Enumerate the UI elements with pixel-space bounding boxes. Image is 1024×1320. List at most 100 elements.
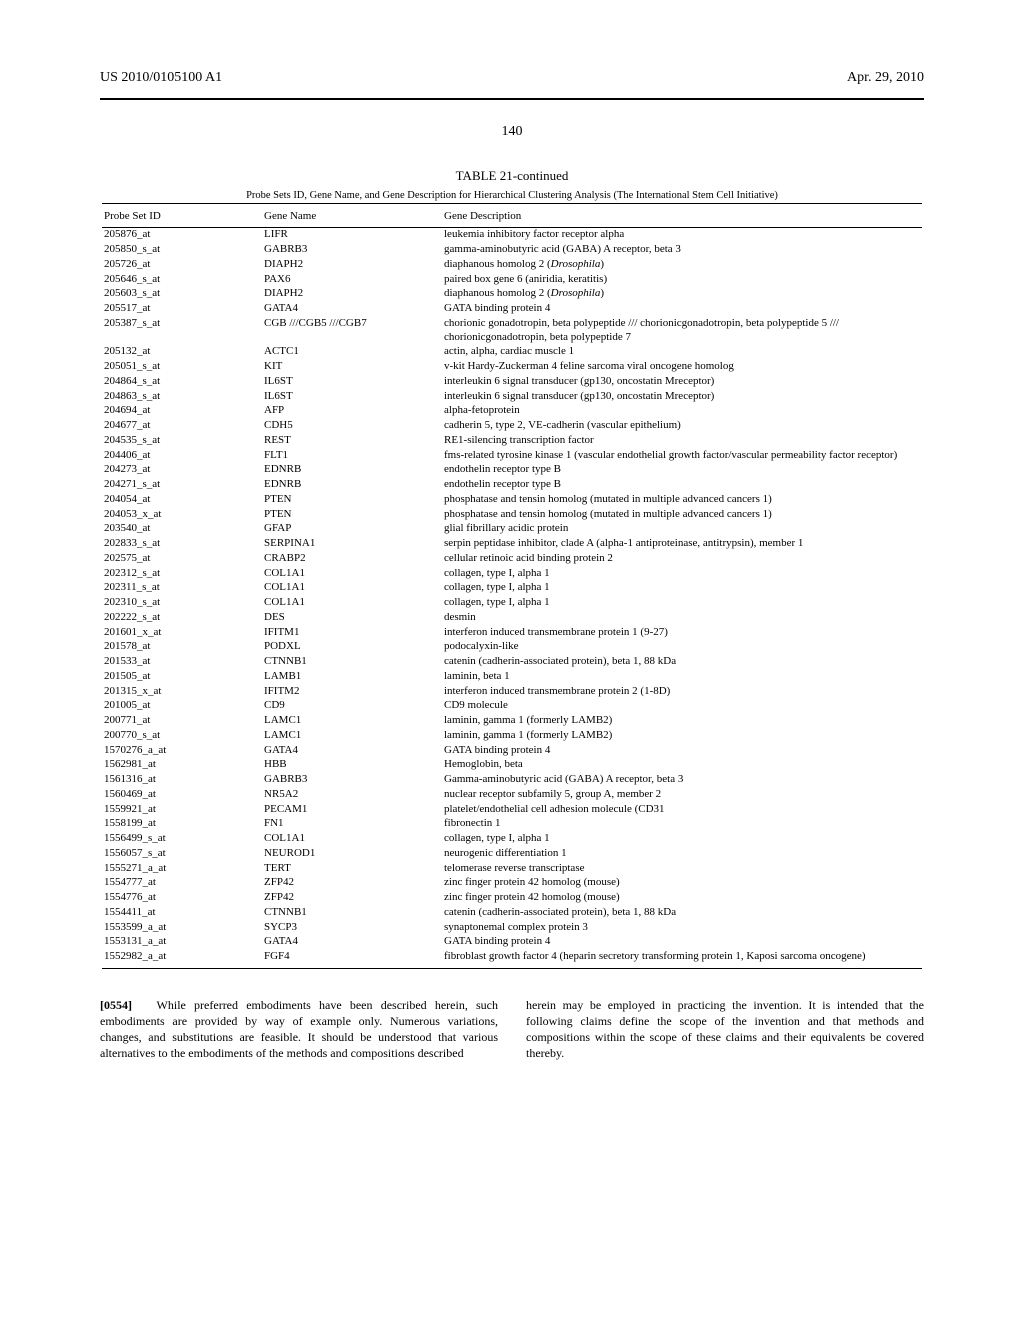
table-row: 1556499_s_atCOL1A1collagen, type I, alph… bbox=[102, 832, 922, 847]
cell-probe-id: 202311_s_at bbox=[102, 581, 262, 596]
cell-gene-desc: nuclear receptor subfamily 5, group A, m… bbox=[442, 787, 922, 802]
cell-gene-name: AFP bbox=[262, 404, 442, 419]
cell-probe-id: 1552982_a_at bbox=[102, 950, 262, 969]
cell-gene-name: SYCP3 bbox=[262, 920, 442, 935]
cell-probe-id: 1559921_at bbox=[102, 802, 262, 817]
table-row: 205132_atACTC1actin, alpha, cardiac musc… bbox=[102, 345, 922, 360]
cell-gene-name: DIAPH2 bbox=[262, 257, 442, 272]
cell-gene-name: IL6ST bbox=[262, 389, 442, 404]
paragraph-number: [0554] bbox=[100, 998, 132, 1012]
cell-probe-id: 1554777_at bbox=[102, 876, 262, 891]
cell-gene-desc: catenin (cadherin-associated protein), b… bbox=[442, 655, 922, 670]
cell-probe-id: 205132_at bbox=[102, 345, 262, 360]
cell-probe-id: 1556499_s_at bbox=[102, 832, 262, 847]
table-row: 204273_atEDNRBendothelin receptor type B bbox=[102, 463, 922, 478]
cell-gene-desc: v-kit Hardy-Zuckerman 4 feline sarcoma v… bbox=[442, 360, 922, 375]
cell-probe-id: 204273_at bbox=[102, 463, 262, 478]
cell-gene-name: CRABP2 bbox=[262, 551, 442, 566]
body-text: [0554] While preferred embodiments have … bbox=[100, 997, 924, 1062]
table-row: 204694_atAFPalpha-fetoprotein bbox=[102, 404, 922, 419]
cell-gene-name: DIAPH2 bbox=[262, 287, 442, 302]
table-row: 1570276_a_atGATA4GATA binding protein 4 bbox=[102, 743, 922, 758]
cell-gene-name: LAMC1 bbox=[262, 714, 442, 729]
cell-probe-id: 205646_s_at bbox=[102, 272, 262, 287]
publication-id: US 2010/0105100 A1 bbox=[100, 70, 222, 86]
cell-probe-id: 200770_s_at bbox=[102, 728, 262, 743]
cell-gene-name: ZFP42 bbox=[262, 876, 442, 891]
col-gene-name: Gene Name bbox=[262, 207, 442, 227]
cell-probe-id: 204053_x_at bbox=[102, 507, 262, 522]
table-row: 204271_s_atEDNRBendothelin receptor type… bbox=[102, 478, 922, 493]
cell-gene-desc: collagen, type I, alpha 1 bbox=[442, 566, 922, 581]
cell-gene-name: DES bbox=[262, 610, 442, 625]
cell-gene-name: FN1 bbox=[262, 817, 442, 832]
table-row: 205517_atGATA4GATA binding protein 4 bbox=[102, 302, 922, 317]
table-row: 202833_s_atSERPINA1serpin peptidase inhi… bbox=[102, 537, 922, 552]
cell-gene-desc: endothelin receptor type B bbox=[442, 463, 922, 478]
cell-gene-desc: diaphanous homolog 2 (Drosophila) bbox=[442, 287, 922, 302]
table-row: 1558199_atFN1fibronectin 1 bbox=[102, 817, 922, 832]
table-row: 205876_atLIFRleukemia inhibitory factor … bbox=[102, 227, 922, 242]
table-row: 201601_x_atIFITM1interferon induced tran… bbox=[102, 625, 922, 640]
cell-gene-name: IFITM2 bbox=[262, 684, 442, 699]
cell-probe-id: 1554411_at bbox=[102, 905, 262, 920]
table-caption: Probe Sets ID, Gene Name, and Gene Descr… bbox=[102, 190, 922, 204]
table-row: 1552982_a_atFGF4fibroblast growth factor… bbox=[102, 950, 922, 969]
cell-probe-id: 205876_at bbox=[102, 227, 262, 242]
cell-gene-name: ZFP42 bbox=[262, 891, 442, 906]
cell-gene-desc: laminin, beta 1 bbox=[442, 669, 922, 684]
cell-gene-desc: gamma-aminobutyric acid (GABA) A recepto… bbox=[442, 243, 922, 258]
page-header: US 2010/0105100 A1 Apr. 29, 2010 bbox=[100, 70, 924, 86]
cell-gene-desc: cellular retinoic acid binding protein 2 bbox=[442, 551, 922, 566]
cell-gene-name: IFITM1 bbox=[262, 625, 442, 640]
cell-gene-desc: desmin bbox=[442, 610, 922, 625]
body-left-column: [0554] While preferred embodiments have … bbox=[100, 997, 498, 1062]
cell-gene-desc: Gamma-aminobutyric acid (GABA) A recepto… bbox=[442, 773, 922, 788]
cell-probe-id: 204054_at bbox=[102, 492, 262, 507]
cell-probe-id: 200771_at bbox=[102, 714, 262, 729]
cell-gene-desc: zinc finger protein 42 homolog (mouse) bbox=[442, 876, 922, 891]
cell-gene-name: SERPINA1 bbox=[262, 537, 442, 552]
cell-probe-id: 205387_s_at bbox=[102, 316, 262, 345]
table-row: 1562981_atHBBHemoglobin, beta bbox=[102, 758, 922, 773]
body-right-column: herein may be employed in practicing the… bbox=[526, 997, 924, 1062]
cell-gene-name: CTNNB1 bbox=[262, 655, 442, 670]
table-header-row: Probe Set ID Gene Name Gene Description bbox=[102, 207, 922, 227]
cell-gene-desc: endothelin receptor type B bbox=[442, 478, 922, 493]
cell-gene-desc: GATA binding protein 4 bbox=[442, 302, 922, 317]
cell-gene-desc: GATA binding protein 4 bbox=[442, 743, 922, 758]
cell-gene-name: COL1A1 bbox=[262, 832, 442, 847]
cell-gene-name: LIFR bbox=[262, 227, 442, 242]
paragraph-right-text: herein may be employed in practicing the… bbox=[526, 998, 924, 1061]
cell-probe-id: 1560469_at bbox=[102, 787, 262, 802]
table-row: 205051_s_atKITv-kit Hardy-Zuckerman 4 fe… bbox=[102, 360, 922, 375]
cell-gene-desc: diaphanous homolog 2 (Drosophila) bbox=[442, 257, 922, 272]
table-row: 203540_atGFAPglial fibrillary acidic pro… bbox=[102, 522, 922, 537]
cell-gene-desc: collagen, type I, alpha 1 bbox=[442, 596, 922, 611]
cell-gene-desc: interferon induced transmembrane protein… bbox=[442, 625, 922, 640]
cell-probe-id: 201315_x_at bbox=[102, 684, 262, 699]
cell-gene-desc: GATA binding protein 4 bbox=[442, 935, 922, 950]
cell-gene-name: PAX6 bbox=[262, 272, 442, 287]
cell-gene-name: GABRB3 bbox=[262, 773, 442, 788]
cell-gene-name: PTEN bbox=[262, 492, 442, 507]
cell-gene-name: COL1A1 bbox=[262, 581, 442, 596]
cell-gene-desc: chorionic gonadotropin, beta polypeptide… bbox=[442, 316, 922, 345]
cell-gene-name: NR5A2 bbox=[262, 787, 442, 802]
table-row: 1555271_a_atTERTtelomerase reverse trans… bbox=[102, 861, 922, 876]
cell-gene-desc: phosphatase and tensin homolog (mutated … bbox=[442, 507, 922, 522]
table-row: 205646_s_atPAX6paired box gene 6 (anirid… bbox=[102, 272, 922, 287]
cell-gene-name: LAMC1 bbox=[262, 728, 442, 743]
cell-gene-desc: leukemia inhibitory factor receptor alph… bbox=[442, 227, 922, 242]
cell-gene-name: TERT bbox=[262, 861, 442, 876]
table-row: 1561316_atGABRB3Gamma-aminobutyric acid … bbox=[102, 773, 922, 788]
table-row: 202575_atCRABP2cellular retinoic acid bi… bbox=[102, 551, 922, 566]
cell-probe-id: 202833_s_at bbox=[102, 537, 262, 552]
cell-probe-id: 1553599_a_at bbox=[102, 920, 262, 935]
table-row: 201533_atCTNNB1catenin (cadherin-associa… bbox=[102, 655, 922, 670]
col-probe-id: Probe Set ID bbox=[102, 207, 262, 227]
table-row: 1560469_atNR5A2nuclear receptor subfamil… bbox=[102, 787, 922, 802]
cell-gene-name: PECAM1 bbox=[262, 802, 442, 817]
cell-probe-id: 202312_s_at bbox=[102, 566, 262, 581]
cell-gene-name: FLT1 bbox=[262, 448, 442, 463]
